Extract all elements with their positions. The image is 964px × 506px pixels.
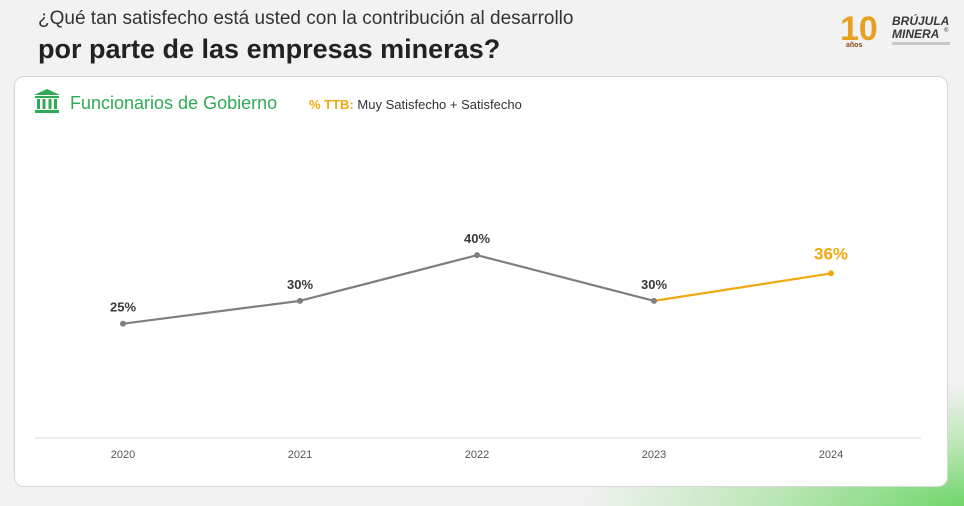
question-line-1: ¿Qué tan satisfecho está usted con la co… xyxy=(38,8,574,29)
government-building-icon xyxy=(34,89,60,113)
data-label: 40% xyxy=(464,231,490,246)
series-line-segment xyxy=(298,254,479,302)
data-point xyxy=(297,297,303,304)
logo-brand-line-2: MINERA xyxy=(892,27,939,41)
brujula-minera-logo: 10 años BRÚJULA MINERA ® xyxy=(840,10,950,49)
ttb-description: Muy Satisfecho + Satisfecho xyxy=(357,97,522,112)
ttb-legend: % TTB: Muy Satisfecho + Satisfecho xyxy=(309,97,522,112)
ttb-label: % TTB: xyxy=(309,97,354,112)
data-label: 25% xyxy=(110,300,136,315)
x-tick-label: 2022 xyxy=(465,449,489,461)
series-line-segment xyxy=(121,299,302,325)
x-tick-label: 2024 xyxy=(819,449,843,461)
x-tick-label: 2020 xyxy=(111,449,135,461)
x-tick-label: 2023 xyxy=(642,449,666,461)
data-label: 30% xyxy=(287,277,313,292)
data-point xyxy=(120,320,126,327)
question-line-2: por parte de las empresas mineras? xyxy=(38,34,501,64)
line-chart: 25% 2020 30% 2021 40% 2022 30% 2023 36% 2024 xyxy=(35,231,921,461)
logo-anos: años xyxy=(846,42,862,49)
logo-registered-mark: ® xyxy=(944,27,949,34)
data-point xyxy=(828,270,834,277)
data-point xyxy=(474,252,480,259)
data-label: 30% xyxy=(641,277,667,292)
panel-title: Funcionarios de Gobierno xyxy=(70,93,278,113)
series-line-segment xyxy=(475,254,656,302)
x-tick-label: 2021 xyxy=(288,449,312,461)
data-label: 36% xyxy=(814,244,848,263)
chart-card: Funcionarios de Gobierno % TTB: Muy Sati… xyxy=(14,76,948,487)
data-point xyxy=(651,297,657,304)
logo-number: 10 xyxy=(840,10,878,48)
series-line-segment xyxy=(652,272,833,302)
logo-brand-line-1: BRÚJULA xyxy=(892,13,949,28)
